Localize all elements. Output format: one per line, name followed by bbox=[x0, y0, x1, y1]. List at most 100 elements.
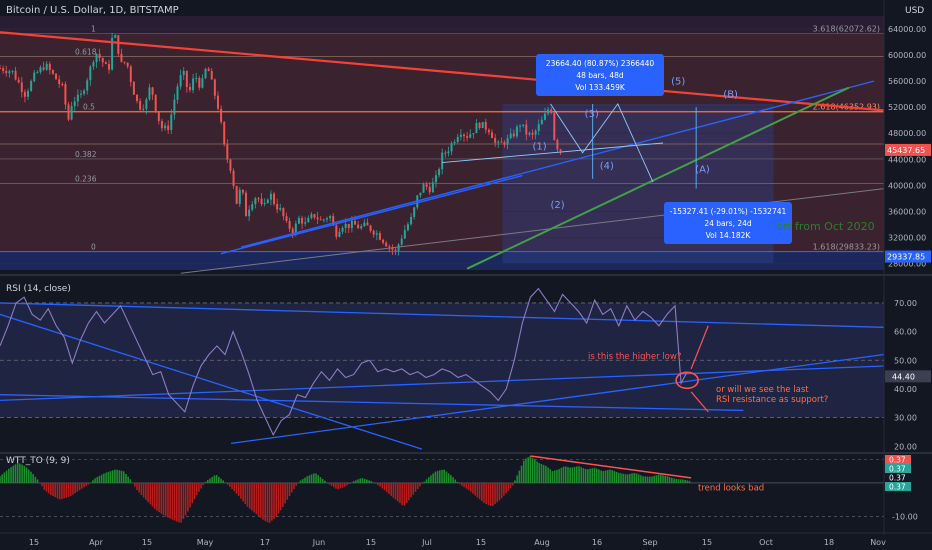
price-candle bbox=[543, 113, 546, 120]
price-candle bbox=[17, 79, 20, 83]
wtt-bar bbox=[414, 482, 417, 492]
price-candle bbox=[176, 86, 179, 100]
price-candle bbox=[522, 124, 525, 126]
wtt-bar bbox=[476, 482, 479, 498]
price-candle bbox=[313, 214, 316, 218]
wtt-bar bbox=[120, 470, 123, 483]
wtt-bar bbox=[339, 482, 342, 489]
wtt-bar bbox=[103, 473, 105, 483]
price-candle bbox=[170, 114, 173, 131]
wtt-bar bbox=[434, 471, 437, 483]
wtt-bar bbox=[573, 466, 576, 483]
wtt-bar bbox=[253, 482, 255, 513]
wtt-badge-bg bbox=[885, 482, 911, 491]
measure-down-box: -15327.41 (-29.01%) -1532741 24 bars, 24d… bbox=[664, 202, 792, 244]
wtt-bar bbox=[242, 482, 244, 502]
rsi-tick: 50.00 bbox=[894, 356, 917, 365]
wtt-bar bbox=[352, 481, 355, 483]
wtt-bar bbox=[304, 477, 306, 483]
wtt-bar bbox=[527, 457, 529, 483]
measure-down-box-line2: 24 bars, 24d bbox=[704, 219, 752, 228]
price-candle bbox=[434, 175, 437, 183]
price-candle bbox=[391, 247, 394, 250]
price-candle bbox=[332, 216, 335, 226]
wtt-bar bbox=[317, 475, 320, 483]
price-candle bbox=[192, 78, 195, 91]
price-candle bbox=[269, 193, 272, 200]
wtt-bar bbox=[529, 456, 532, 483]
rsi-tick: 60.00 bbox=[894, 328, 917, 337]
rsi-pane: is this the higher low? or will we see th… bbox=[0, 287, 885, 450]
price-candle bbox=[2, 68, 5, 71]
measure-down-box-bg bbox=[664, 202, 792, 244]
price-candle bbox=[294, 223, 297, 234]
price-tick: 40000.00 bbox=[888, 181, 926, 190]
wtt-bar bbox=[419, 482, 421, 487]
wtt-title[interactable]: WTT_TO (9, 9) bbox=[6, 456, 70, 466]
wtt-bar bbox=[547, 467, 549, 483]
wtt-bar bbox=[516, 475, 518, 483]
price-candle bbox=[491, 132, 494, 139]
measure-up-box-bg bbox=[536, 54, 664, 96]
wtt-bar bbox=[615, 471, 618, 483]
wtt-badge: 0.37 bbox=[889, 465, 906, 474]
wtt-bar bbox=[332, 482, 335, 488]
price-candle bbox=[226, 144, 229, 160]
wtt-bar bbox=[405, 482, 408, 503]
wtt-bar bbox=[96, 476, 99, 483]
rsi-title[interactable]: RSI (14, close) bbox=[6, 284, 71, 294]
projection-path bbox=[550, 103, 654, 183]
wtt-bar bbox=[284, 482, 286, 504]
wtt-bar bbox=[109, 471, 112, 483]
wtt-bar bbox=[494, 482, 496, 505]
wtt-bar bbox=[335, 482, 337, 489]
price-candle bbox=[154, 94, 157, 113]
price-candle bbox=[148, 87, 151, 100]
price-candle bbox=[213, 79, 216, 96]
price-candle bbox=[325, 218, 328, 220]
price-candle bbox=[425, 184, 428, 187]
fib-level-label: 0 bbox=[91, 243, 96, 252]
support-price-badge-bg bbox=[885, 250, 931, 263]
wave-label: (5) bbox=[671, 76, 685, 87]
wtt-bar bbox=[78, 482, 81, 491]
wtt-bar bbox=[487, 482, 490, 505]
wtt-bar bbox=[374, 482, 377, 484]
wtt-bar bbox=[620, 473, 622, 483]
wtt-bar bbox=[92, 480, 94, 483]
wtt-bar bbox=[631, 473, 633, 483]
support-line-green bbox=[466, 86, 850, 270]
price-candle bbox=[241, 189, 244, 193]
wtt-bar bbox=[107, 471, 110, 483]
price-candle bbox=[167, 125, 170, 131]
price-candle bbox=[58, 79, 61, 85]
fib-zone-top bbox=[0, 16, 884, 34]
measure-up-box-line3: Vol 133.459K bbox=[575, 83, 626, 92]
wtt-bar bbox=[164, 482, 167, 517]
price-candle bbox=[123, 61, 126, 63]
wtt-bar bbox=[324, 480, 326, 483]
wtt-bar bbox=[288, 482, 291, 497]
wtt-bar bbox=[633, 472, 636, 483]
wtt-bar bbox=[436, 470, 439, 483]
wtt-bar bbox=[69, 482, 72, 497]
price-candle bbox=[27, 90, 30, 97]
wtt-bar bbox=[469, 482, 472, 492]
price-candle bbox=[378, 233, 381, 240]
wtt-bar bbox=[653, 475, 655, 483]
wtt-bar bbox=[240, 482, 242, 499]
wtt-bar bbox=[330, 482, 333, 486]
wtt-bar bbox=[264, 482, 266, 522]
wtt-bar bbox=[456, 481, 459, 483]
wtt-trend-line bbox=[530, 455, 692, 479]
price-candle bbox=[494, 138, 497, 143]
wtt-bar bbox=[593, 467, 596, 483]
currency-label[interactable]: USD bbox=[905, 6, 924, 16]
wtt-bar bbox=[277, 482, 280, 514]
wtt-bar bbox=[313, 473, 315, 483]
price-candle bbox=[531, 132, 534, 135]
fib-level-label: 0.236 bbox=[75, 174, 97, 183]
wtt-bar bbox=[105, 472, 107, 483]
rsi-note-2b: RSI resistance as support? bbox=[716, 395, 828, 405]
price-candle bbox=[114, 35, 117, 38]
